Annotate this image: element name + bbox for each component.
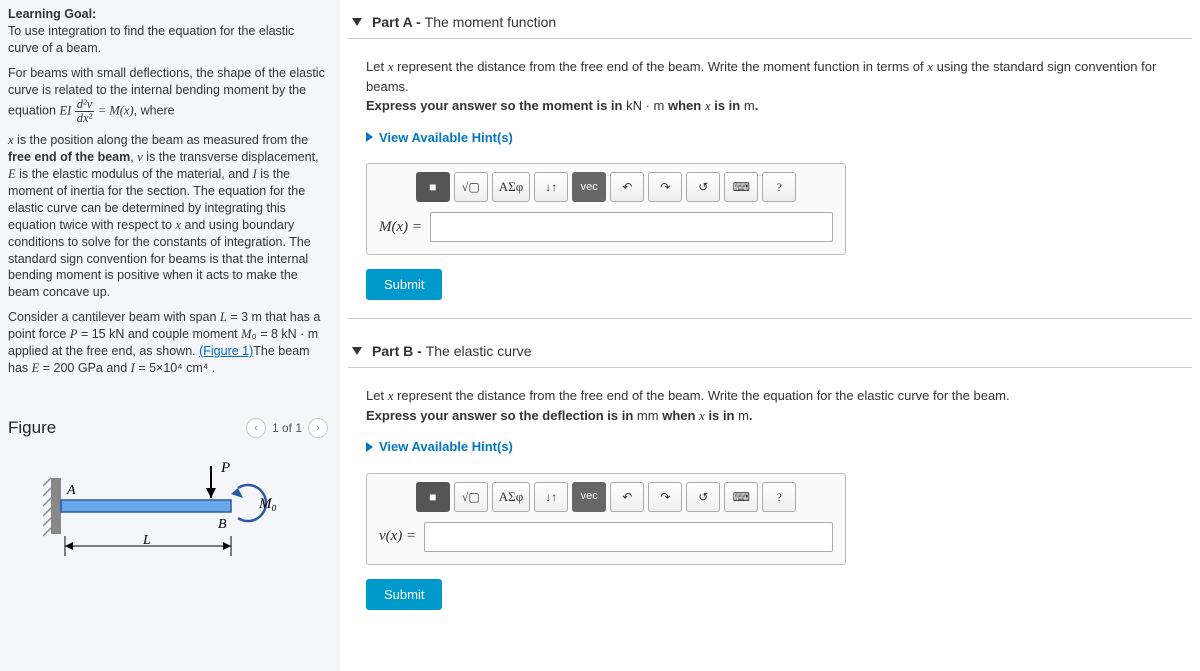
caret-right-icon <box>366 442 373 452</box>
template-button[interactable]: ■ <box>416 172 450 202</box>
part-a-hints-toggle[interactable]: View Available Hint(s) <box>366 128 1174 148</box>
greek-button[interactable]: ΑΣφ <box>492 172 530 202</box>
redo-button[interactable]: ↷ <box>648 482 682 512</box>
help-button[interactable]: ? <box>762 482 796 512</box>
greek-button[interactable]: ΑΣφ <box>492 482 530 512</box>
part-b-hints-toggle[interactable]: View Available Hint(s) <box>366 437 1174 457</box>
sqrt-button[interactable]: √▢ <box>454 172 488 202</box>
label-A: A <box>66 483 76 498</box>
figure-title: Figure <box>8 417 56 440</box>
figure-counter: 1 of 1 <box>272 420 302 436</box>
part-a-header[interactable]: Part A - Part A - The moment functionThe… <box>348 6 1192 38</box>
part-a-answer-label: M(x) = <box>379 216 422 239</box>
label-M0: M₀ <box>258 496 277 512</box>
undo-button[interactable]: ↶ <box>610 482 644 512</box>
caret-down-icon <box>352 18 362 26</box>
part-b-toolbar: ■ √▢ ΑΣφ ↓↑ vec ↶ ↷ ↺ ⌨ ? <box>379 482 833 512</box>
part-b-instruction-2: Express your answer so the deflection is… <box>366 406 1174 426</box>
figure-section: Figure ‹ 1 of 1 › P M₀ <box>8 417 328 568</box>
part-b-answer-input[interactable] <box>424 522 833 552</box>
sqrt-button[interactable]: √▢ <box>454 482 488 512</box>
label-L: L <box>142 533 151 548</box>
part-b-answer-box: ■ √▢ ΑΣφ ↓↑ vec ↶ ↷ ↺ ⌨ ? v(x) = <box>366 473 846 565</box>
part-b-header[interactable]: Part B - The elastic curve <box>348 335 1192 367</box>
part-b-instruction-1: Let x represent the distance from the fr… <box>366 386 1174 406</box>
part-a-block: Part A - Part A - The moment functionThe… <box>348 6 1192 319</box>
beam-figure: P M₀ A B L <box>43 458 293 568</box>
help-button[interactable]: ? <box>762 172 796 202</box>
label-P: P <box>220 460 230 476</box>
learning-goal-title: Learning Goal: <box>8 7 96 21</box>
part-a-toolbar: ■ √▢ ΑΣφ ↓↑ vec ↶ ↷ ↺ ⌨ ? <box>379 172 833 202</box>
caret-down-icon <box>352 347 362 355</box>
part-a-body: Let x represent the distance from the fr… <box>348 38 1192 319</box>
updown-button[interactable]: ↓↑ <box>534 482 568 512</box>
right-panel: Part A - Part A - The moment functionThe… <box>340 0 1200 671</box>
figure-next-button[interactable]: › <box>308 418 328 438</box>
redo-button[interactable]: ↷ <box>648 172 682 202</box>
part-a-submit-button[interactable]: Submit <box>366 269 442 300</box>
theory-paragraph-1: For beams with small deflections, the sh… <box>8 65 328 125</box>
label-B: B <box>218 517 227 532</box>
part-b-submit-button[interactable]: Submit <box>366 579 442 610</box>
theory-paragraph-2: x is the position along the beam as meas… <box>8 132 328 301</box>
keyboard-button[interactable]: ⌨ <box>724 482 758 512</box>
part-a-instruction-2: Express your answer so the moment is in … <box>366 96 1174 116</box>
updown-button[interactable]: ↓↑ <box>534 172 568 202</box>
part-a-instruction-1: Let x represent the distance from the fr… <box>366 57 1174 96</box>
part-b-answer-label: v(x) = <box>379 525 416 548</box>
reset-button[interactable]: ↺ <box>686 482 720 512</box>
figure-link[interactable]: (Figure 1) <box>199 344 253 358</box>
left-panel: Learning Goal: To use integration to fin… <box>0 0 340 671</box>
problem-paragraph: Consider a cantilever beam with span L =… <box>8 309 328 377</box>
vec-button[interactable]: vec <box>572 172 606 202</box>
part-b-block: Part B - The elastic curve Let x represe… <box>348 335 1192 628</box>
figure-prev-button[interactable]: ‹ <box>246 418 266 438</box>
part-a-answer-box: ■ √▢ ΑΣφ ↓↑ vec ↶ ↷ ↺ ⌨ ? M(x) = <box>366 163 846 255</box>
caret-right-icon <box>366 132 373 142</box>
keyboard-button[interactable]: ⌨ <box>724 172 758 202</box>
template-button[interactable]: ■ <box>416 482 450 512</box>
undo-button[interactable]: ↶ <box>610 172 644 202</box>
figure-nav: ‹ 1 of 1 › <box>246 418 328 438</box>
reset-button[interactable]: ↺ <box>686 172 720 202</box>
part-b-body: Let x represent the distance from the fr… <box>348 367 1192 628</box>
part-a-answer-input[interactable] <box>430 212 833 242</box>
vec-button[interactable]: vec <box>572 482 606 512</box>
learning-goal-text: To use integration to find the equation … <box>8 24 294 55</box>
